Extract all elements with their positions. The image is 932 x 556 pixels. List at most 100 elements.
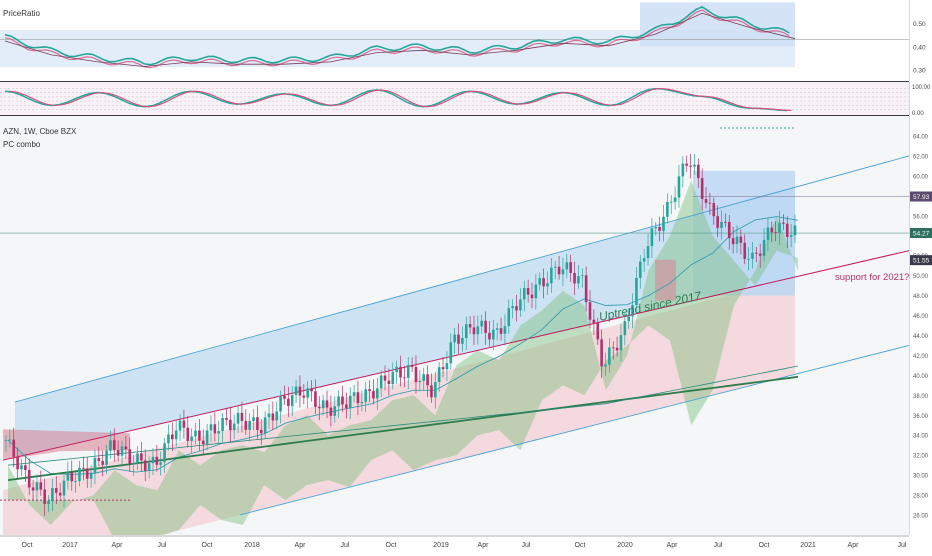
candle-body — [205, 430, 209, 445]
candle-body — [209, 424, 213, 431]
candle-body — [236, 412, 240, 424]
candle-body — [252, 417, 255, 422]
candle-body — [143, 460, 147, 471]
candle-body — [677, 176, 681, 198]
candle-body — [317, 406, 321, 409]
candle-body — [522, 288, 526, 300]
candle-body — [782, 222, 785, 224]
candle-body — [51, 488, 54, 502]
price-ratio-axis[interactable]: 0.50 0.40 0.30 — [909, 0, 932, 81]
candle-body — [12, 439, 16, 457]
candle-body — [190, 436, 193, 441]
support-cloud — [8, 180, 798, 535]
candle-body — [229, 419, 232, 431]
candle-body — [105, 450, 108, 465]
price-axis-tick: 64.00 — [913, 134, 929, 140]
price-ratio-chart — [0, 2, 909, 69]
candle-body — [445, 363, 449, 370]
price-axis-tick: 46.00 — [913, 314, 929, 320]
oscillator-axis-tick: 0.00 — [912, 111, 924, 115]
time-axis-tick: 2021 — [800, 542, 816, 549]
candle-body — [492, 329, 495, 340]
price-ratio-pane[interactable]: PriceRatio — [0, 0, 909, 82]
candle-body — [287, 398, 290, 406]
price-ratio-title: PriceRatio — [3, 9, 40, 18]
candle-body — [383, 375, 387, 381]
candle-body — [112, 440, 116, 451]
candle-body — [681, 163, 685, 177]
price-ratio-axis-labels: 0.50 0.40 0.30 — [913, 21, 926, 74]
candle-body — [310, 388, 313, 392]
price-axis-labels: 26.00 28.00 30.00 32.00 34.00 36.00 38.00 40.00… — [910, 134, 932, 520]
candle-body — [395, 366, 398, 372]
candle-body — [577, 276, 580, 284]
candle-body — [198, 430, 201, 441]
candle-body — [283, 395, 286, 399]
price-tag: 57.93 — [913, 194, 930, 201]
price-tag-bg — [910, 191, 932, 202]
candle-body — [329, 407, 333, 416]
candle-body — [43, 489, 46, 505]
candle-body — [159, 462, 163, 465]
price-axis[interactable]: 26.00 28.00 30.00 32.00 34.00 36.00 38.00 40.00… — [909, 116, 932, 535]
oscillator-pane[interactable] — [0, 82, 909, 116]
candle-body — [263, 417, 267, 434]
candle-body — [85, 468, 89, 479]
candle-body — [766, 227, 770, 240]
candle-body — [356, 392, 360, 404]
candle-body — [441, 367, 445, 370]
medium-ma-line — [7, 365, 799, 466]
candle-body — [793, 225, 797, 236]
price-axis-tick: 28.00 — [913, 494, 929, 500]
candle-body — [747, 258, 750, 260]
candle-body — [275, 411, 279, 421]
candle-body — [256, 417, 259, 430]
candle-body — [789, 235, 793, 237]
candle-body — [731, 238, 735, 245]
candle-body — [727, 221, 731, 239]
candle-body — [345, 404, 348, 409]
candle-body — [375, 388, 379, 399]
oscillator-chart — [0, 82, 909, 115]
candle-body — [774, 232, 777, 234]
time-axis-tick: Oct — [759, 542, 770, 549]
candle-body — [360, 401, 364, 404]
candle-body — [201, 440, 205, 445]
candle-body — [476, 326, 480, 335]
price-axis-tick: 26.00 — [913, 514, 929, 520]
candle-body — [24, 465, 27, 471]
candle-body — [468, 324, 472, 328]
candle-body — [708, 202, 712, 204]
candle-body — [8, 439, 12, 441]
oscillator-axis[interactable]: 100.00 0.00 — [909, 82, 932, 117]
candle-body — [379, 375, 383, 389]
candle-body — [778, 222, 781, 234]
candle-body — [534, 284, 538, 299]
candle-body — [120, 446, 124, 456]
time-axis-tick: Apr — [667, 542, 679, 549]
time-axis[interactable]: Oct 2017 Apr Jul Oct 2018 Apr Jul Oct 2019 Apr Jul O… — [0, 536, 909, 551]
price-axis-tick: 42.00 — [913, 354, 929, 360]
candle-body — [689, 165, 692, 167]
candle-body — [511, 306, 514, 309]
price-ratio-axis-tick: 0.50 — [913, 21, 926, 28]
candle-body — [147, 463, 151, 471]
candle-body — [128, 449, 132, 464]
candle-body — [673, 197, 677, 202]
candle-body — [720, 221, 723, 228]
candle-body — [499, 328, 503, 334]
candle-body — [182, 420, 186, 428]
candle-body — [89, 472, 93, 479]
candle-body — [658, 227, 661, 231]
candle-body — [70, 472, 74, 482]
candle-body — [66, 472, 70, 481]
candle-body — [592, 319, 596, 324]
candle-body — [174, 430, 178, 440]
candle-body — [472, 327, 476, 335]
main-price-pane[interactable]: Uptrend since 2017 support for 2021? AZN,… — [0, 116, 909, 536]
candle-body — [259, 429, 263, 434]
lower-channel-zone — [3, 277, 795, 535]
candle-body — [302, 395, 306, 398]
time-axis-tick: Oct — [22, 542, 33, 549]
time-axis-tick: Jul — [898, 542, 907, 549]
